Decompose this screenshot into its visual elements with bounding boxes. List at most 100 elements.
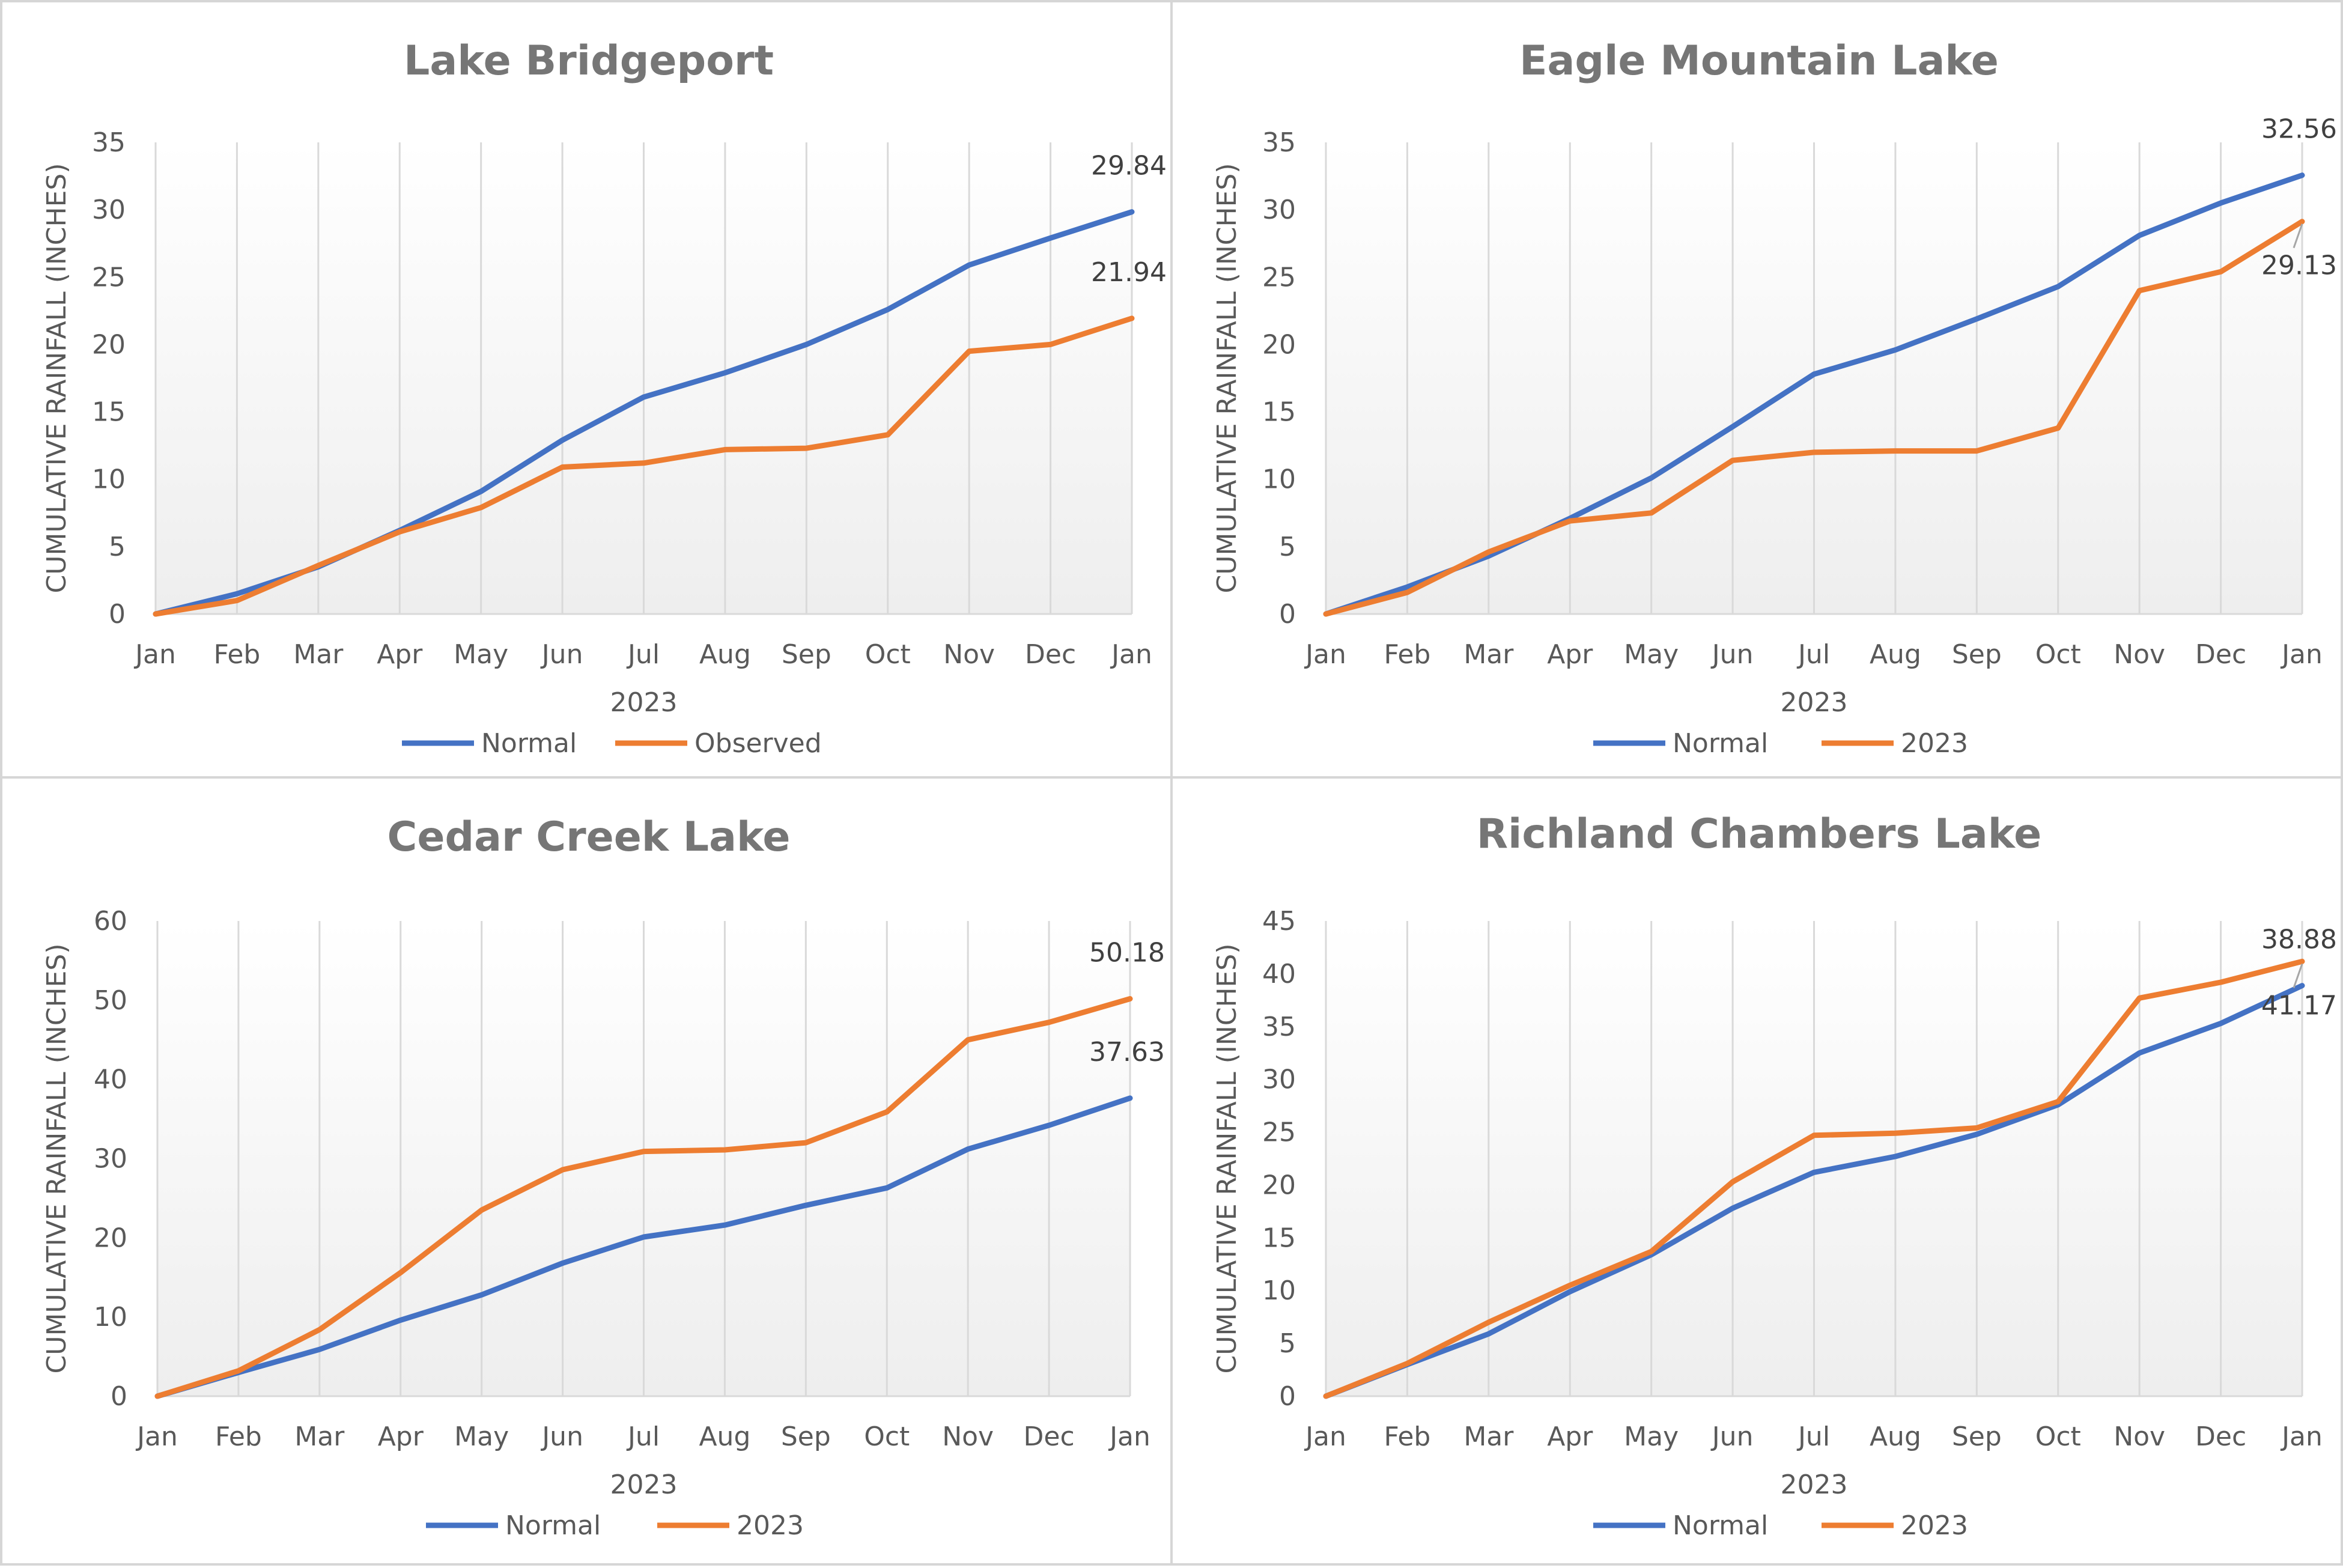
y-tick-label: 0 [111, 1381, 127, 1412]
series-line-observed [153, 315, 1135, 617]
leader-line [2293, 963, 2303, 988]
y-tick-label: 20 [1262, 1170, 1296, 1200]
legend-label: 2023 [1901, 728, 1968, 759]
legend-label: 2023 [1901, 1510, 1968, 1541]
x-tick-label: Aug [699, 1421, 750, 1452]
y-tick-label: 5 [1279, 532, 1296, 562]
x-tick-label: Jan [1110, 639, 1152, 670]
series-line-normal [1323, 172, 2305, 617]
x-tick-label: Sep [1952, 639, 2002, 670]
x-tick-label: Oct [2035, 639, 2081, 670]
y-tick-label: 30 [1262, 195, 1296, 225]
legend-label: Normal [1673, 1510, 1768, 1541]
data-label: 29.84 [1091, 151, 1167, 181]
y-tick-label: 5 [109, 532, 126, 562]
y-tick-label: 25 [1262, 1117, 1296, 1148]
x-tick-label: Mar [1463, 1421, 1514, 1452]
data-label: 21.94 [1091, 257, 1167, 288]
x-tick-label: Nov [942, 1421, 994, 1452]
x-tick-label: Nov [943, 639, 995, 670]
y-tick-label: 30 [1262, 1065, 1296, 1095]
x-tick-label: Apr [378, 1421, 424, 1452]
y-tick-label: 30 [94, 1144, 127, 1174]
data-label: 32.56 [2261, 114, 2337, 145]
chart-title: Cedar Creek Lake [387, 813, 790, 861]
x-tick-label: May [1624, 639, 1679, 670]
x-tick-label: Jan [1304, 1421, 1346, 1452]
x-axis-label: 2023 [610, 687, 678, 718]
x-axis-label: 2023 [610, 1469, 678, 1500]
x-tick-label: Jul [626, 639, 660, 670]
line-chart: Eagle Mountain Lake 0 5 10 15 20 25 30 35 Jan Feb M… [1212, 37, 2337, 759]
y-tick-label: 15 [1262, 397, 1296, 428]
x-tick-label: Nov [2114, 1421, 2165, 1452]
x-tick-label: Dec [2195, 1421, 2246, 1452]
x-tick-label: Feb [1384, 639, 1430, 670]
data-label: 37.63 [1089, 1037, 1165, 1068]
x-tick-label: Nov [2114, 639, 2165, 670]
x-tick-label: Apr [1547, 639, 1593, 670]
y-tick-label: 15 [92, 397, 126, 428]
y-tick-label: 25 [1262, 262, 1296, 293]
data-label: 41.17 [2261, 990, 2337, 1021]
y-tick-label: 30 [92, 195, 126, 225]
x-tick-label: Aug [1870, 1421, 1921, 1452]
x-tick-label: Jan [133, 639, 176, 670]
x-tick-label: Oct [865, 639, 911, 670]
x-tick-label: May [454, 1421, 509, 1452]
y-tick-label: 35 [1262, 1012, 1296, 1042]
y-tick-label: 35 [92, 127, 126, 158]
x-tick-label: Jul [1796, 639, 1830, 670]
x-tick-label: May [454, 639, 508, 670]
x-tick-label: Jan [1304, 639, 1346, 670]
y-tick-label: 20 [94, 1223, 127, 1253]
x-tick-label: Jun [540, 639, 583, 670]
y-tick-label: 0 [1279, 599, 1296, 630]
y-tick-label: 20 [1262, 329, 1296, 360]
series-line-2023 [1323, 958, 2305, 1399]
series-line-normal [154, 1095, 1133, 1399]
x-axis-label: 2023 [1781, 1469, 1848, 1500]
y-tick-label: 60 [94, 906, 127, 937]
x-tick-label: Aug [699, 639, 751, 670]
legend-label: Observed [694, 728, 822, 759]
data-label: 29.13 [2261, 251, 2337, 281]
x-tick-label: Apr [377, 639, 423, 670]
y-tick-label: 10 [1262, 1275, 1296, 1306]
chart-panel-lake-bridgeport: Lake Bridgeport 0 5 10 15 20 25 30 35 Jan Feb Mar Ap… [0, 0, 1173, 779]
line-chart: Lake Bridgeport 0 5 10 15 20 25 30 35 Jan Feb Mar Ap… [41, 37, 1167, 759]
x-tick-label: Jun [1710, 1421, 1754, 1452]
legend-label: 2023 [737, 1510, 804, 1541]
y-tick-label: 20 [92, 329, 126, 360]
x-tick-label: Jul [626, 1421, 660, 1452]
chart-title: Lake Bridgeport [404, 37, 774, 85]
x-tick-label: Feb [215, 1421, 262, 1452]
x-tick-label: Feb [213, 639, 260, 670]
y-axis-label: CUMULATIVE RAINFALL (INCHES) [41, 944, 72, 1374]
x-tick-label: Oct [2035, 1421, 2081, 1452]
legend-label: Normal [481, 728, 577, 759]
x-tick-label: May [1624, 1421, 1679, 1452]
x-tick-label: Jun [1710, 639, 1754, 670]
y-axis-label: CUMULATIVE RAINFALL (INCHES) [1212, 163, 1242, 594]
x-tick-label: Jun [540, 1421, 583, 1452]
x-tick-label: Jan [135, 1421, 178, 1452]
chart-panel-richland-chambers-lake: Richland Chambers Lake 0 5 10 15 20 25 30 35 40 45… [1170, 776, 2343, 1566]
y-tick-label: 10 [1262, 464, 1296, 495]
x-tick-label: Dec [2195, 639, 2246, 670]
x-tick-label: Dec [1024, 1421, 1075, 1452]
data-label: 50.18 [1089, 937, 1165, 968]
x-tick-label: Oct [864, 1421, 910, 1452]
x-tick-label: Mar [293, 639, 344, 670]
series-line-2023 [154, 996, 1133, 1399]
line-chart: Cedar Creek Lake 0 10 20 30 40 50 60 Jan Feb Mar Ap… [41, 813, 1165, 1541]
y-axis-label: CUMULATIVE RAINFALL (INCHES) [1212, 944, 1242, 1374]
y-tick-label: 40 [1262, 959, 1296, 989]
y-tick-label: 35 [1262, 127, 1296, 158]
y-tick-label: 5 [1279, 1328, 1296, 1359]
x-tick-label: Apr [1547, 1421, 1593, 1452]
legend-label: Normal [1673, 728, 1768, 759]
series-line-normal [1323, 983, 2305, 1399]
line-chart: Richland Chambers Lake 0 5 10 15 20 25 30 35 40 45… [1212, 810, 2337, 1541]
leader-line [2293, 223, 2303, 249]
